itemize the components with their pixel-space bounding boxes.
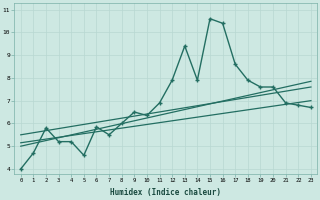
X-axis label: Humidex (Indice chaleur): Humidex (Indice chaleur) [110,188,221,197]
